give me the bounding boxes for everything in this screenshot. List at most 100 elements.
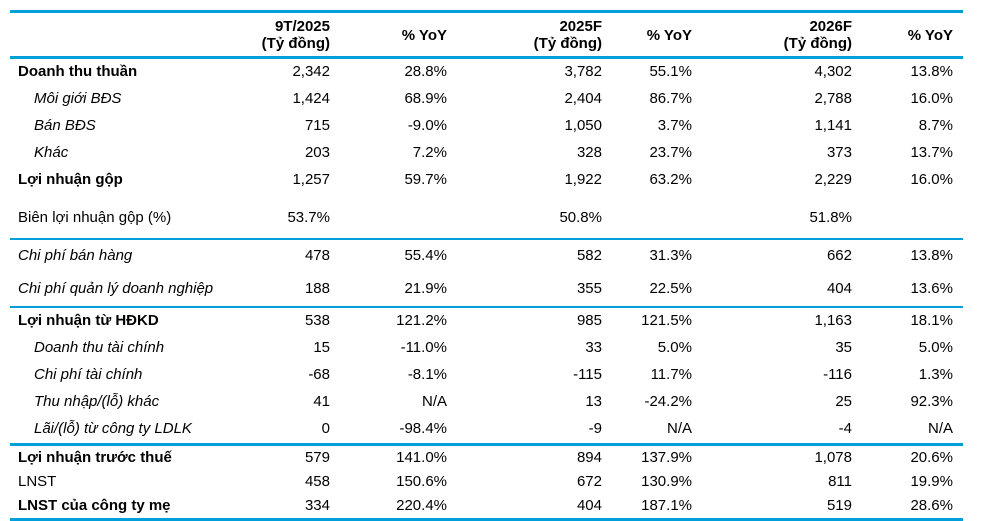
cell-value: 672 — [576, 473, 602, 490]
table-row: Doanh thu thuần 2,342 28.8% 3,782 55.1% 4,302… — [10, 58, 963, 87]
cell-value: 7.2% — [412, 144, 447, 161]
cell-value: 220.4% — [396, 497, 447, 514]
cell-value: 33 — [585, 339, 602, 356]
cell-value: 22.5% — [649, 280, 692, 297]
cell-value: 985 — [457, 306, 612, 335]
cell-value: 579 — [210, 443, 340, 470]
header-line1: % YoY — [646, 26, 692, 44]
cell-value: 15 — [313, 339, 330, 356]
financial-table-wrap: 9T/2025 (Tỷ đồng)% YoY 2025F (Tỷ đồng)% YoY… — [10, 10, 963, 521]
cell-value: -4 — [838, 420, 852, 437]
row-label: Doanh thu thuần — [18, 63, 138, 80]
row-label: Biên lợi nhuận gộp (%) — [18, 209, 172, 226]
table-row: Chi phí bán hàng 478 55.4% 582 31.3% 662 13.8% — [10, 238, 963, 273]
row-label: Môi giới BĐS — [34, 90, 122, 107]
header-line2: (Tỷ đồng) — [533, 35, 602, 52]
row-label: Chi phí tài chính — [34, 366, 143, 383]
cell-value: 92.3% — [910, 393, 953, 410]
header-cell: % YoY — [612, 11, 702, 59]
cell-value: 13.8% — [862, 238, 963, 273]
table-row: Lợi nhuận trước thuế 579 141.0% 894 137.9% 1,… — [10, 443, 963, 470]
table-row: Lợi nhuận từ HĐKD 538 121.2% 985 121.5% 1,163… — [10, 306, 963, 335]
cell-value: N/A — [927, 420, 953, 437]
cell-value: 55.1% — [649, 63, 692, 80]
cell-value: 373 — [826, 144, 852, 161]
cell-value: -9 — [588, 420, 602, 437]
cell-value: 3,782 — [564, 63, 602, 80]
cell-value: 1,922 — [564, 171, 602, 188]
table-row: Lợi nhuận gộp 1,257 59.7% 1,922 63.2% 2,229 16… — [10, 167, 963, 194]
cell-value: 519 — [826, 497, 852, 514]
header-line1: % YoY — [907, 26, 953, 44]
cell-value: 538 — [210, 306, 340, 335]
cell-value: 41 — [313, 393, 330, 410]
cell-value: 404 — [826, 280, 852, 297]
cell-value: 16.0% — [910, 171, 953, 188]
table-row: Môi giới BĐS 1,424 68.9% 2,404 86.7% 2,788 16.… — [10, 86, 963, 113]
row-label: Lợi nhuận trước thuế — [10, 443, 210, 470]
cell-value — [612, 194, 702, 239]
header-line1: 2026F — [809, 18, 852, 35]
row-label: Lợi nhuận từ HĐKD — [10, 306, 210, 335]
cell-value: 811 — [828, 473, 852, 490]
header-cell: % YoY — [862, 11, 963, 59]
cell-value: 51.8% — [809, 209, 852, 226]
cell-value: 1,163 — [702, 306, 862, 335]
cell-value: 13.7% — [910, 144, 953, 161]
header-line1: % YoY — [401, 26, 447, 44]
row-label: Thu nhập/(lỗ) khác — [34, 393, 160, 410]
cell-value: 2,342 — [292, 63, 330, 80]
cell-value: 478 — [210, 238, 340, 273]
cell-value: 16.0% — [910, 90, 953, 107]
cell-value: -9.0% — [407, 117, 447, 134]
income-statement-table: 9T/2025 (Tỷ đồng)% YoY 2025F (Tỷ đồng)% YoY… — [10, 10, 963, 521]
cell-value: 150.6% — [396, 473, 447, 490]
cell-value: 130.9% — [641, 473, 692, 490]
header-line2: (Tỷ đồng) — [783, 35, 852, 52]
cell-value: 404 — [576, 497, 602, 514]
cell-value: 2,229 — [814, 171, 852, 188]
cell-value: 5.0% — [918, 339, 953, 356]
cell-value: 3.7% — [657, 117, 692, 134]
cell-value: 2,788 — [814, 90, 852, 107]
cell-value: 121.2% — [340, 306, 457, 335]
cell-value: 121.5% — [612, 306, 702, 335]
cell-value: 28.8% — [404, 63, 447, 80]
row-label: Doanh thu tài chính — [34, 339, 165, 356]
cell-value: 19.9% — [910, 473, 953, 490]
header-cell: % YoY — [340, 11, 457, 59]
cell-value: 894 — [457, 443, 612, 470]
cell-value: 53.7% — [287, 209, 330, 226]
row-label: Chi phí bán hàng — [10, 238, 210, 273]
cell-value: 50.8% — [559, 209, 602, 226]
row-label: LNST — [18, 473, 57, 490]
cell-value: N/A — [666, 420, 692, 437]
table-row: Bán BĐS 715 -9.0% 1,050 3.7% 1,141 8.7% — [10, 113, 963, 140]
cell-value: 21.9% — [404, 280, 447, 297]
cell-value: 141.0% — [340, 443, 457, 470]
cell-value: 31.3% — [612, 238, 702, 273]
cell-value: 662 — [702, 238, 862, 273]
cell-value: 1,424 — [292, 90, 330, 107]
cell-value: 187.1% — [641, 497, 692, 514]
table-row: LNST 458 150.6% 672 130.9% 811 19.9% — [10, 470, 963, 494]
cell-value: -116 — [823, 366, 852, 383]
cell-value: -68 — [308, 366, 330, 383]
cell-value: 355 — [576, 280, 602, 297]
cell-value: 137.9% — [612, 443, 702, 470]
cell-value: 18.1% — [862, 306, 963, 335]
cell-value: 334 — [304, 497, 330, 514]
row-label: Lãi/(lỗ) từ công ty LDLK — [34, 420, 192, 437]
cell-value: 188 — [304, 280, 330, 297]
row-label: Bán BĐS — [34, 117, 96, 134]
cell-value: 59.7% — [404, 171, 447, 188]
cell-value: 0 — [321, 420, 330, 437]
cell-value: -115 — [573, 366, 602, 383]
cell-value: 1.3% — [918, 366, 953, 383]
cell-value: 68.9% — [404, 90, 447, 107]
cell-value: 25 — [835, 393, 852, 410]
table-body: Doanh thu thuần 2,342 28.8% 3,782 55.1% 4,302… — [10, 58, 963, 520]
cell-value: 20.6% — [862, 443, 963, 470]
cell-value: 86.7% — [649, 90, 692, 107]
